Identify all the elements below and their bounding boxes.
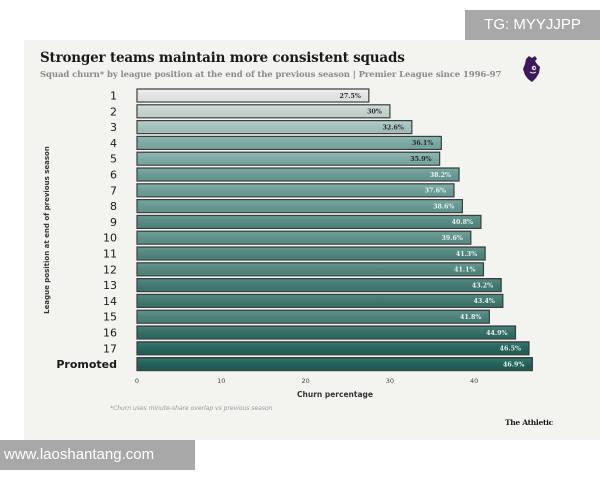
y-tick-label: 5 bbox=[110, 153, 117, 166]
y-tick-label: 14 bbox=[103, 295, 117, 308]
bar-sheen bbox=[138, 184, 453, 196]
bar-sheen bbox=[138, 232, 470, 244]
chart-subtitle: Squad churn* by league position at the e… bbox=[40, 70, 502, 80]
bar-value-label: 46.5% bbox=[500, 346, 521, 353]
x-tick-label: 20 bbox=[301, 377, 309, 385]
bar-sheen bbox=[138, 279, 501, 291]
bar-value-label: 41.8% bbox=[460, 314, 481, 321]
bar-sheen bbox=[138, 216, 480, 228]
bar-value-label: 41.1% bbox=[454, 267, 475, 274]
y-tick-label: 17 bbox=[103, 342, 117, 355]
y-tick-label: Promoted bbox=[56, 358, 117, 371]
y-tick-label: 13 bbox=[103, 279, 117, 292]
bar-value-label: 44.9% bbox=[486, 330, 507, 337]
x-tick-label: 10 bbox=[217, 377, 225, 385]
bar-sheen bbox=[138, 295, 502, 307]
x-tick-label: 40 bbox=[470, 377, 478, 385]
bar-value-label: 43.2% bbox=[472, 282, 493, 289]
watermark-top: TG: MYYJJPP bbox=[465, 10, 600, 40]
bar-value-label: 36.1% bbox=[412, 140, 433, 147]
chart-title: Stronger teams maintain more consistent … bbox=[40, 50, 405, 66]
bar-sheen bbox=[138, 358, 532, 370]
y-tick-label: 7 bbox=[110, 184, 117, 197]
bar-value-label: 43.4% bbox=[474, 298, 495, 305]
bar-sheen bbox=[138, 263, 483, 275]
y-tick-label: 12 bbox=[103, 263, 117, 276]
bar-sheen bbox=[138, 121, 411, 133]
bar-sheen bbox=[138, 153, 439, 165]
y-tick-label: 1 bbox=[110, 90, 117, 103]
y-tick-label: 3 bbox=[110, 121, 117, 134]
y-tick-label: 6 bbox=[110, 169, 117, 182]
bar-sheen bbox=[138, 248, 485, 259]
bar-sheen bbox=[138, 342, 528, 354]
y-tick-label: 15 bbox=[103, 311, 117, 324]
x-tick-label: 30 bbox=[386, 377, 394, 385]
y-tick-label: 10 bbox=[103, 232, 117, 245]
bar-value-label: 30% bbox=[367, 109, 382, 116]
y-tick-label: 2 bbox=[110, 105, 117, 118]
brand-logo: The Athletic bbox=[505, 418, 553, 427]
bar-value-label: 40.8% bbox=[452, 219, 473, 226]
bar-value-label: 39.6% bbox=[441, 235, 462, 242]
bar-value-label: 38.2% bbox=[430, 172, 451, 179]
bar-sheen bbox=[138, 327, 515, 338]
bar-sheen bbox=[138, 311, 489, 323]
bar-value-label: 35.9% bbox=[410, 156, 431, 163]
footnote: *Churn uses minute-share overlap vs prev… bbox=[110, 405, 273, 412]
bar-sheen bbox=[138, 137, 441, 149]
y-tick-label: 9 bbox=[110, 216, 117, 229]
bar-value-label: 41.3% bbox=[456, 251, 477, 258]
y-tick-label: 11 bbox=[103, 248, 117, 261]
bar-value-label: 37.6% bbox=[425, 188, 446, 195]
watermark-bottom: www.laoshantang.com bbox=[0, 440, 195, 470]
x-tick-label: 0 bbox=[135, 377, 139, 385]
bar-sheen bbox=[138, 200, 462, 212]
y-tick-label: 16 bbox=[103, 327, 117, 340]
y-tick-label: 4 bbox=[110, 137, 117, 150]
bar-sheen bbox=[138, 90, 368, 101]
y-tick-label: 8 bbox=[110, 200, 117, 213]
bar-value-label: 32.6% bbox=[382, 124, 403, 131]
x-axis-title: Churn percentage bbox=[297, 390, 373, 399]
bar-value-label: 38.6% bbox=[433, 203, 454, 210]
bar-sheen bbox=[138, 105, 389, 117]
bar-sheen bbox=[138, 169, 459, 180]
bar-value-label: 27.5% bbox=[339, 93, 360, 100]
bar-value-label: 46.9% bbox=[503, 361, 524, 368]
premier-league-lion-icon bbox=[523, 56, 540, 82]
